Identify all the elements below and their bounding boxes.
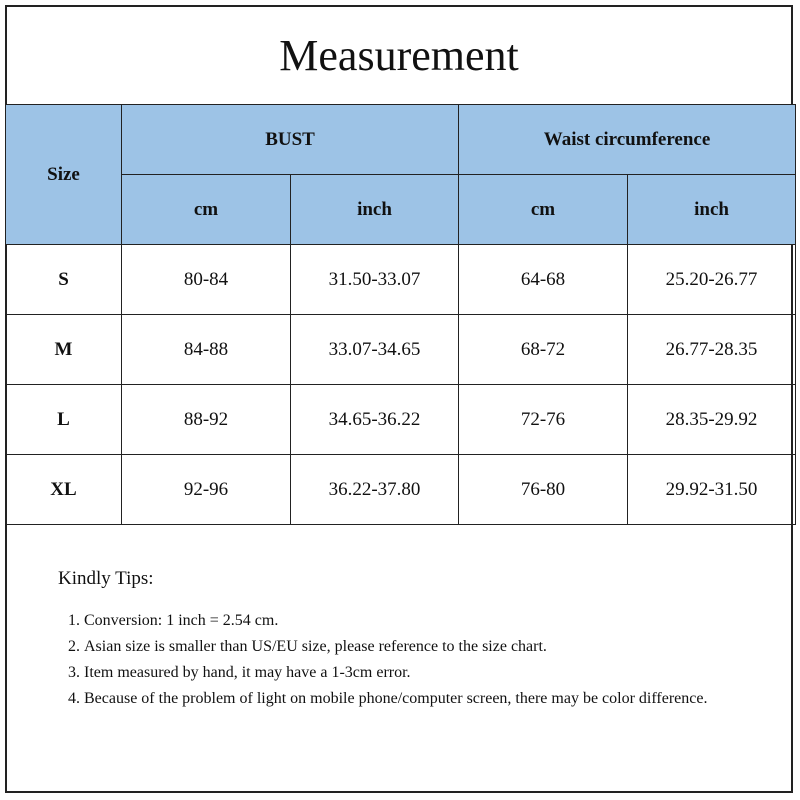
waist-inch-cell: 26.77-28.35 (627, 314, 797, 385)
waist-cm-cell: 68-72 (458, 314, 629, 385)
bust-inch-cell: 36.22-37.80 (289, 454, 460, 525)
bust-cm-cell: 80-84 (121, 244, 291, 315)
size-cell: M (5, 314, 122, 385)
measurement-table: Size BUST Waist circumference cm inch cm… (5, 104, 797, 525)
waist-inch-header: inch (627, 174, 797, 245)
tip-item: Conversion: 1 inch = 2.54 cm. (84, 608, 724, 634)
tips-heading: Kindly Tips: (58, 568, 154, 589)
bust-inch-cell: 34.65-36.22 (289, 384, 460, 455)
tip-item: Asian size is smaller than US/EU size, p… (84, 634, 724, 660)
bust-cm-header: cm (121, 174, 291, 245)
bust-cm-cell: 92-96 (121, 454, 291, 525)
waist-cm-cell: 72-76 (458, 384, 629, 455)
waist-inch-cell: 29.92-31.50 (627, 454, 797, 525)
table-row: XL 92-96 36.22-37.80 76-80 29.92-31.50 (5, 454, 797, 525)
header-row: Size BUST Waist circumference (5, 104, 797, 245)
waist-inch-cell: 28.35-29.92 (627, 384, 797, 455)
bust-inch-cell: 31.50-33.07 (289, 244, 460, 315)
bust-cm-cell: 88-92 (121, 384, 291, 455)
tips-section: Kindly Tips: Conversion: 1 inch = 2.54 c… (7, 534, 791, 793)
subheader-row: cm inch cm inch (6, 174, 797, 245)
waist-cm-cell: 76-80 (458, 454, 629, 525)
table-row: S 80-84 31.50-33.07 64-68 25.20-26.77 (5, 244, 797, 315)
tips-list: Conversion: 1 inch = 2.54 cm. Asian size… (58, 608, 724, 712)
bust-inch-header: inch (289, 174, 460, 245)
size-cell: S (5, 244, 122, 315)
table-row: M 84-88 33.07-34.65 68-72 26.77-28.35 (5, 314, 797, 385)
size-cell: XL (5, 454, 122, 525)
waist-inch-cell: 25.20-26.77 (627, 244, 797, 315)
waist-cm-header: cm (458, 174, 629, 245)
chart-title: Measurement (279, 31, 519, 80)
bust-cm-cell: 84-88 (121, 314, 291, 385)
size-cell: L (5, 384, 122, 455)
tip-item: Because of the problem of light on mobil… (84, 686, 724, 712)
bust-inch-cell: 33.07-34.65 (289, 314, 460, 385)
bust-header: BUST (120, 104, 460, 175)
tip-item: Item measured by hand, it may have a 1-3… (84, 660, 724, 686)
table-row: L 88-92 34.65-36.22 72-76 28.35-29.92 (5, 384, 797, 455)
waist-header: Waist circumference (458, 104, 797, 175)
waist-cm-cell: 64-68 (458, 244, 629, 315)
size-header: Size (5, 104, 122, 245)
size-chart: Measurement Size BUST Waist circumferenc… (5, 5, 797, 793)
